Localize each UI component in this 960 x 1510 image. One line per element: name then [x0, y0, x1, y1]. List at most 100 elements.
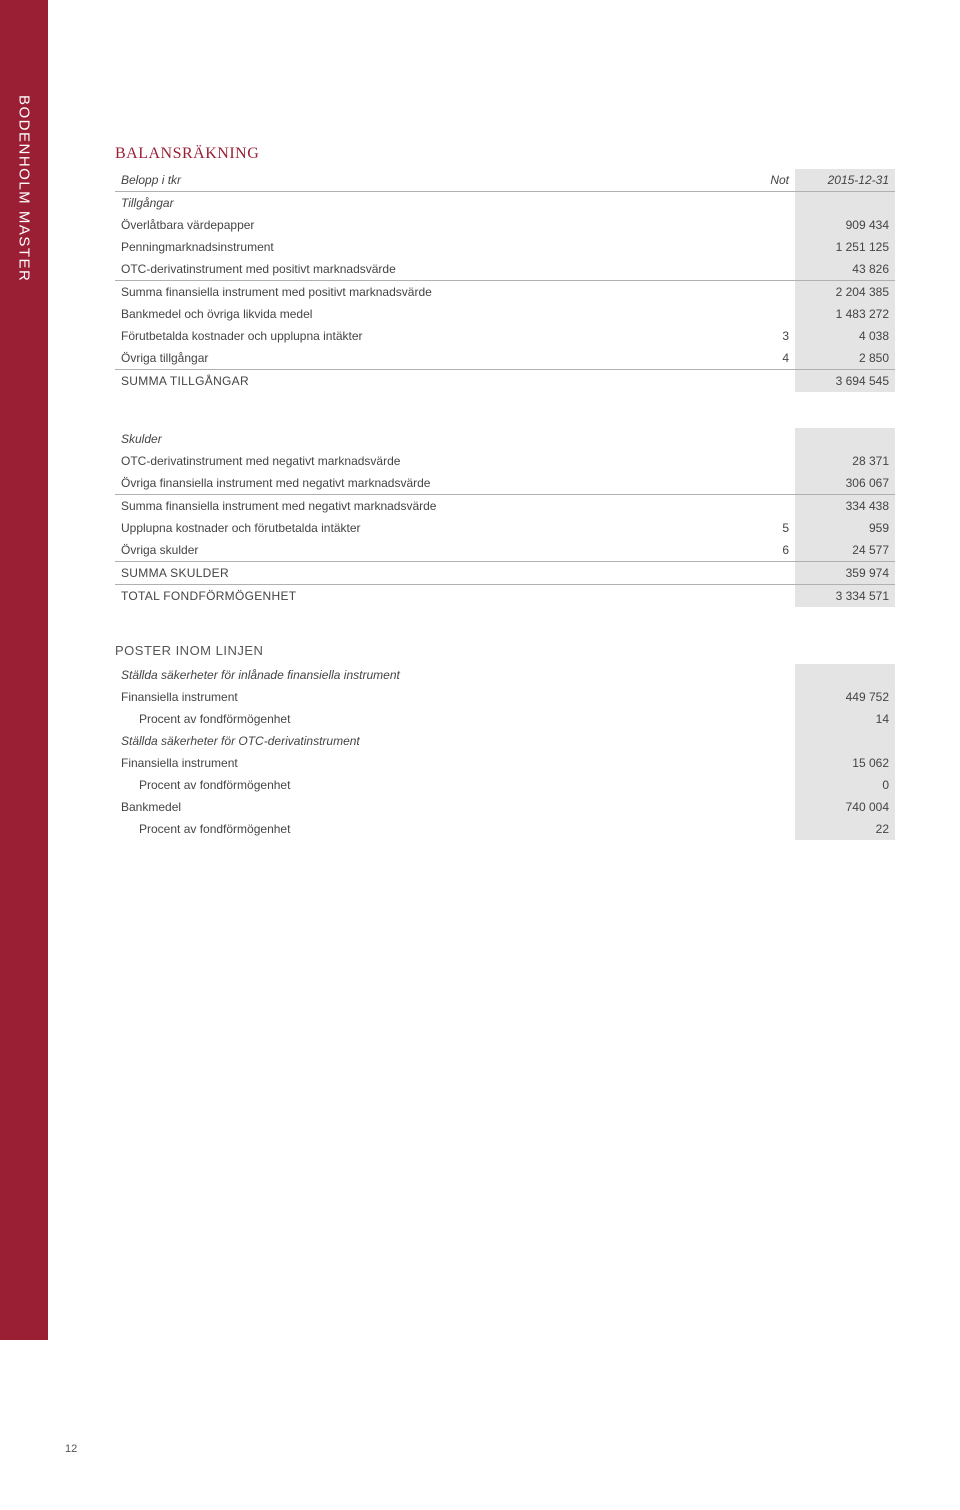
- row-label: Övriga skulder: [115, 539, 725, 562]
- row-value: 4 038: [795, 325, 895, 347]
- row-not: [725, 752, 795, 774]
- row-value: 334 438: [795, 495, 895, 518]
- table-skulder: Skulder OTC-derivatinstrument med negati…: [115, 428, 895, 607]
- row-not: 4: [725, 347, 795, 370]
- row-label: Procent av fondförmögenhet: [115, 818, 725, 840]
- row-label: Summa finansiella instrument med negativ…: [115, 495, 725, 518]
- table-row: TOTAL FONDFÖRMÖGENHET 3 334 571: [115, 585, 895, 608]
- row-value: 740 004: [795, 796, 895, 818]
- row-value: 909 434: [795, 214, 895, 236]
- table-row: Finansiella instrument 15 062: [115, 752, 895, 774]
- row-value: 3 694 545: [795, 370, 895, 393]
- row-value: 306 067: [795, 472, 895, 495]
- row-not: [725, 258, 795, 281]
- table-row: Penningmarknadsinstrument1 251 125: [115, 236, 895, 258]
- table-poster: Ställda säkerheter för inlånade finansie…: [115, 664, 895, 840]
- table-header-row: Belopp i tkr Not 2015-12-31: [115, 169, 895, 192]
- row-not: [725, 495, 795, 518]
- subhead-label: Ställda säkerheter för OTC-derivatinstru…: [115, 730, 725, 752]
- row-value: 449 752: [795, 686, 895, 708]
- table-row: Bankmedel och övriga likvida medel 1 483 …: [115, 303, 895, 325]
- header-val: 2015-12-31: [795, 169, 895, 192]
- row-value: 15 062: [795, 752, 895, 774]
- table-row: SUMMA TILLGÅNGAR 3 694 545: [115, 370, 895, 393]
- row-value: 43 826: [795, 258, 895, 281]
- row-not: [725, 686, 795, 708]
- table-row: Upplupna kostnader och förutbetalda intä…: [115, 517, 895, 539]
- subhead-row: Ställda säkerheter för OTC-derivatinstru…: [115, 730, 895, 752]
- row-not: [725, 214, 795, 236]
- row-not: [725, 370, 795, 393]
- section-title-balansrakning: BALANSRÄKNING: [115, 145, 895, 163]
- row-value: 2 204 385: [795, 281, 895, 304]
- row-not: [725, 562, 795, 585]
- table-row: Procent av fondförmögenhet 14: [115, 708, 895, 730]
- sidebar: BODENHOLM MASTER: [0, 0, 48, 1340]
- row-not: [725, 236, 795, 258]
- table-row: Övriga tillgångar42 850: [115, 347, 895, 370]
- row-not: [725, 796, 795, 818]
- row-value: 3 334 571: [795, 585, 895, 608]
- row-not: [725, 303, 795, 325]
- table-row: Procent av fondförmögenhet 22: [115, 818, 895, 840]
- row-label: Bankmedel och övriga likvida medel: [115, 303, 725, 325]
- table-tillgangar: Belopp i tkr Not 2015-12-31 Tillgångar Ö…: [115, 169, 895, 392]
- page-number: 12: [65, 1443, 77, 1455]
- row-label: Övriga tillgångar: [115, 347, 725, 370]
- row-not: 3: [725, 325, 795, 347]
- row-not: [725, 585, 795, 608]
- row-not: 6: [725, 539, 795, 562]
- subhead-row: Tillgångar: [115, 192, 895, 215]
- table-row: Procent av fondförmögenhet 0: [115, 774, 895, 796]
- row-value: 2 850: [795, 347, 895, 370]
- table-row: SUMMA SKULDER 359 974: [115, 562, 895, 585]
- row-label: SUMMA SKULDER: [115, 562, 725, 585]
- subhead-row: Ställda säkerheter för inlånade finansie…: [115, 664, 895, 686]
- sidebar-title: BODENHOLM MASTER: [16, 95, 33, 282]
- row-not: [725, 708, 795, 730]
- row-label: TOTAL FONDFÖRMÖGENHET: [115, 585, 725, 608]
- row-label: Finansiella instrument: [115, 752, 725, 774]
- subhead-row: Skulder: [115, 428, 895, 450]
- row-not: [725, 472, 795, 495]
- row-not: [725, 450, 795, 472]
- row-label: Summa finansiella instrument med positiv…: [115, 281, 725, 304]
- row-not: [725, 774, 795, 796]
- table-row: Finansiella instrument449 752: [115, 686, 895, 708]
- header-not: Not: [725, 169, 795, 192]
- row-not: 5: [725, 517, 795, 539]
- row-label: Bankmedel: [115, 796, 725, 818]
- row-label: Upplupna kostnader och förutbetalda intä…: [115, 517, 725, 539]
- page-content: BALANSRÄKNING Belopp i tkr Not 2015-12-3…: [115, 145, 895, 876]
- row-value: 1 483 272: [795, 303, 895, 325]
- row-not: [725, 818, 795, 840]
- row-label: Procent av fondförmögenhet: [115, 708, 725, 730]
- row-value: 22: [795, 818, 895, 840]
- table-row: Summa finansiella instrument med negativ…: [115, 495, 895, 518]
- subhead-label: Skulder: [115, 428, 725, 450]
- table-row: Bankmedel 740 004: [115, 796, 895, 818]
- row-value: 14: [795, 708, 895, 730]
- row-value: 28 371: [795, 450, 895, 472]
- table-row: Summa finansiella instrument med positiv…: [115, 281, 895, 304]
- table-row: Övriga finansiella instrument med negati…: [115, 472, 895, 495]
- subhead-label: Ställda säkerheter för inlånade finansie…: [115, 664, 725, 686]
- table-row: Förutbetalda kostnader och upplupna intä…: [115, 325, 895, 347]
- header-label: Belopp i tkr: [115, 169, 725, 192]
- row-value: 959: [795, 517, 895, 539]
- subhead-label: Tillgångar: [115, 192, 725, 215]
- row-label: OTC-derivatinstrument med positivt markn…: [115, 258, 725, 281]
- row-label: OTC-derivatinstrument med negativt markn…: [115, 450, 725, 472]
- row-label: Förutbetalda kostnader och upplupna intä…: [115, 325, 725, 347]
- table-row: OTC-derivatinstrument med positivt markn…: [115, 258, 895, 281]
- row-label: Övriga finansiella instrument med negati…: [115, 472, 725, 495]
- table-row: OTC-derivatinstrument med negativt markn…: [115, 450, 895, 472]
- row-label: Överlåtbara värdepapper: [115, 214, 725, 236]
- row-label: Penningmarknadsinstrument: [115, 236, 725, 258]
- row-value: 24 577: [795, 539, 895, 562]
- section-title-poster: POSTER INOM LINJEN: [115, 643, 895, 658]
- row-label: Procent av fondförmögenhet: [115, 774, 725, 796]
- row-value: 359 974: [795, 562, 895, 585]
- row-label: SUMMA TILLGÅNGAR: [115, 370, 725, 393]
- row-value: 0: [795, 774, 895, 796]
